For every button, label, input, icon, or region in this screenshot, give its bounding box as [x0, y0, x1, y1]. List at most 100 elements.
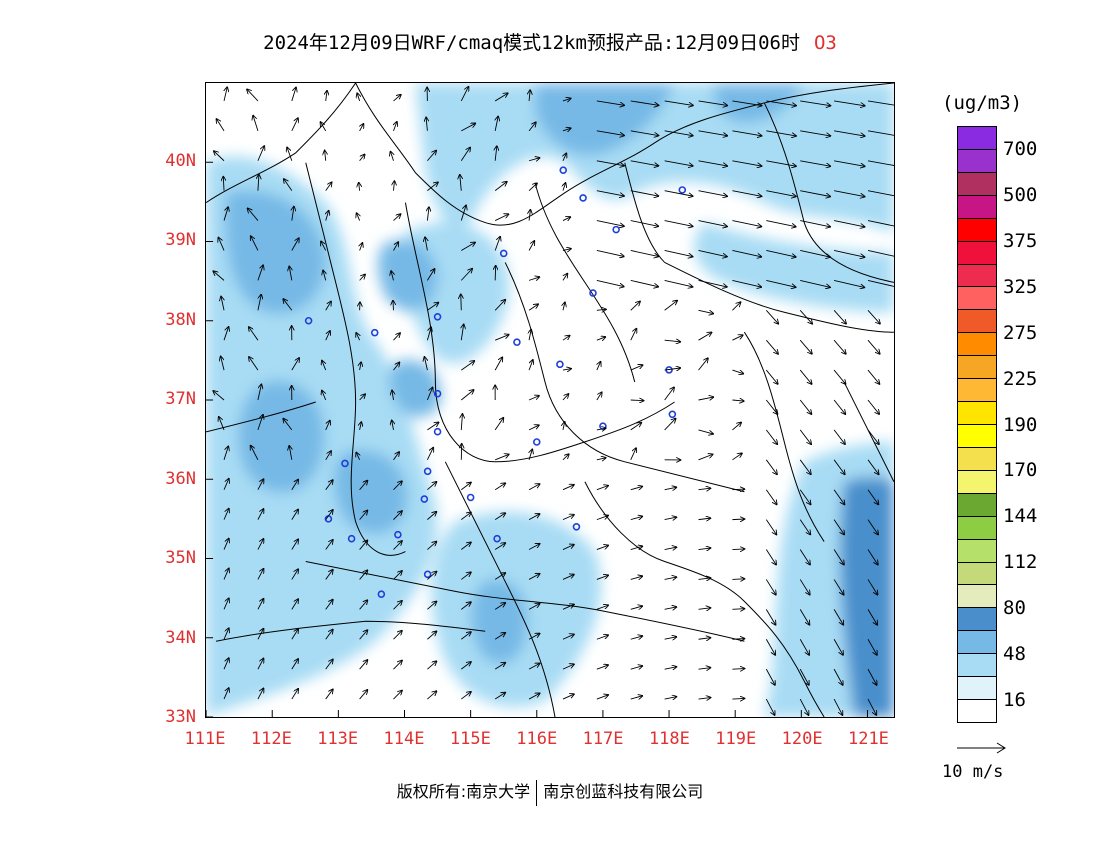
wind-arrow — [698, 518, 711, 520]
wind-arrow — [359, 570, 368, 580]
wind-arrow — [325, 630, 333, 640]
wind-arrow — [393, 661, 401, 670]
wind-arrow — [867, 519, 878, 535]
colorbar-segment — [958, 470, 996, 494]
wind-arrow — [596, 428, 606, 430]
colorbar-segment — [958, 333, 996, 357]
wind-arrow — [223, 177, 224, 191]
wind-arrow — [800, 130, 830, 136]
wind-arrow — [867, 160, 894, 166]
province-boundaries — [206, 83, 894, 717]
wind-arrow — [664, 100, 693, 105]
wind-arrow — [732, 335, 742, 341]
station-marker — [377, 590, 386, 598]
wind-arrow — [325, 600, 333, 610]
wind-arrow — [528, 277, 539, 280]
wind-arrow — [698, 397, 714, 400]
colorbar-segment — [958, 539, 996, 563]
wind-arrow — [833, 698, 842, 715]
wind-arrow — [425, 237, 427, 251]
wind-arrow — [765, 698, 774, 715]
wind-arrow — [360, 243, 363, 251]
wind-arrow — [494, 214, 508, 221]
wind-arrow — [732, 453, 741, 461]
wind-arrow — [799, 339, 812, 354]
wind-arrow — [393, 214, 400, 221]
wind-arrow — [223, 446, 228, 460]
wind-arrow — [291, 238, 299, 251]
wind-arrow — [630, 190, 659, 196]
wind-arrow — [630, 516, 643, 519]
ozone-region-east — [694, 222, 894, 313]
wind-arrow — [833, 668, 843, 685]
wind-arrow — [291, 358, 299, 371]
colorbar-segment — [958, 562, 996, 586]
lon-label: 111E — [184, 729, 226, 749]
wind-arrow — [698, 160, 728, 166]
wind-arrow — [732, 100, 761, 106]
wind-arrow — [630, 329, 637, 341]
wind-arrow — [562, 128, 571, 131]
wind-arrow — [326, 211, 329, 221]
wind-arrow — [800, 100, 830, 106]
station-marker — [347, 534, 356, 543]
station-marker — [532, 438, 541, 446]
title-text: 2024年12月09日WRF/cmaq模式12km预报产品:12月09日06时 — [263, 32, 800, 54]
wind-arrow — [223, 598, 229, 610]
wind-arrow — [867, 639, 877, 655]
wind-arrow — [291, 509, 298, 520]
wind-arrow — [732, 669, 744, 670]
wind-arrow — [427, 151, 436, 162]
wind-arrow — [528, 304, 538, 311]
wind-arrow — [664, 547, 677, 549]
wind-arrow — [391, 152, 394, 161]
wind-arrow — [393, 511, 401, 520]
wind-arrow — [494, 357, 502, 371]
wind-arrow — [834, 130, 865, 136]
wind-arrow — [461, 294, 462, 311]
wind-arrow — [223, 628, 229, 640]
wind-arrow — [325, 451, 331, 461]
colorbar-label: 500 — [1003, 183, 1038, 206]
wind-arrow — [528, 514, 540, 521]
colorbar-segment — [958, 654, 996, 678]
wind-arrow — [461, 414, 462, 430]
wind-arrow — [732, 609, 744, 610]
wind-arrow — [562, 604, 574, 610]
wind-arrow — [528, 122, 536, 132]
wind-arrow — [495, 454, 509, 461]
wind-arrow — [424, 357, 427, 371]
wind-arrow — [698, 279, 727, 287]
copyright-org: 南京创蓝科技有限公司 — [543, 782, 704, 801]
colorbar-segment — [958, 447, 996, 471]
wind-arrow — [427, 631, 436, 640]
wind-arrow — [799, 519, 810, 535]
wind-arrow — [495, 335, 509, 341]
wind-arrow — [359, 481, 368, 491]
wind-arrow — [732, 639, 744, 640]
wind-arrow — [461, 602, 471, 610]
station-marker — [678, 186, 687, 194]
wind-arrow — [698, 130, 728, 136]
wind-arrow — [765, 549, 776, 565]
wind-arrow — [765, 429, 777, 444]
wind-arrow — [257, 569, 264, 580]
wind-arrow — [800, 279, 830, 287]
wind-arrow — [528, 241, 534, 251]
wind-arrow — [765, 489, 776, 505]
wind-arrow — [732, 220, 761, 227]
wind-arrow — [799, 399, 811, 414]
station-marker — [420, 495, 429, 503]
colorbar-label: 48 — [1003, 643, 1026, 666]
wind-arrow — [258, 175, 259, 191]
wind-arrow — [630, 666, 643, 669]
wind-arrow — [867, 220, 894, 227]
wind-arrow — [257, 688, 264, 700]
wind-arrow — [664, 130, 693, 136]
wind-arrow — [867, 190, 894, 197]
wind-arrow — [251, 446, 259, 461]
wind-arrow — [562, 515, 574, 521]
wind-arrow — [528, 396, 539, 401]
wind-arrow — [461, 242, 475, 251]
wind-arrow — [596, 100, 624, 105]
